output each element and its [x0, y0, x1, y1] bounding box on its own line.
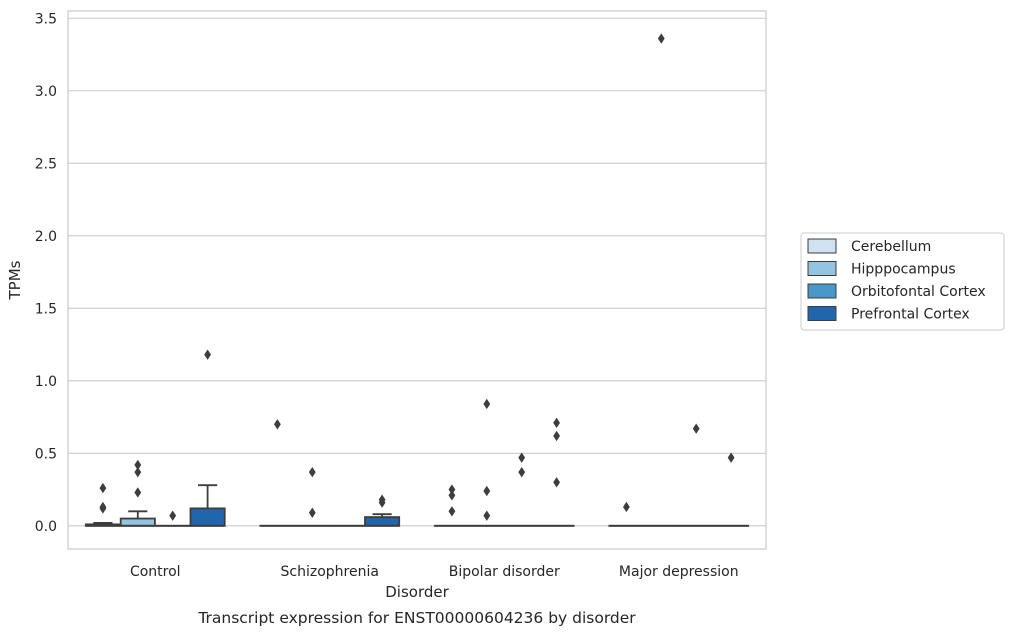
- box: [189, 507, 226, 527]
- outlier-point: [99, 482, 107, 494]
- y-axis-ticks: 0.0 0.5 1.0 1.5 2.0 2.5 3.0 3.5: [35, 11, 57, 535]
- outlier-point: [448, 484, 456, 495]
- y-tick-label: 2.5: [35, 156, 57, 172]
- x-tick-label: Bipolar disorder: [449, 564, 560, 580]
- outlier-point: [378, 494, 386, 505]
- box: [364, 516, 401, 527]
- plot-marks: [84, 33, 750, 527]
- y-tick-label: 1.5: [35, 301, 57, 317]
- outlier-point: [134, 466, 142, 478]
- outlier-point: [553, 477, 560, 488]
- box-group: [433, 484, 470, 527]
- outlier-point: [483, 398, 491, 410]
- box-group: [713, 452, 750, 527]
- outlier-point: [553, 430, 560, 442]
- outlier-point: [518, 466, 526, 478]
- y-tick-label: 3.0: [35, 84, 57, 100]
- y-axis-title: TPMs: [6, 260, 24, 300]
- x-tick-label: Control: [130, 564, 181, 580]
- outlier-point: [308, 507, 316, 518]
- outlier-point: [308, 466, 316, 478]
- x-tick-label: Schizophrenia: [281, 564, 379, 580]
- box-group: [259, 419, 296, 527]
- gridlines: [68, 17, 766, 527]
- x-axis-title: Disorder: [385, 583, 449, 601]
- outlier-point: [483, 510, 491, 521]
- outlier-point: [134, 459, 142, 471]
- outlier-point: [518, 452, 526, 463]
- box: [119, 517, 156, 527]
- outlier-point: [169, 510, 177, 521]
- box-group: [84, 482, 121, 527]
- box-group: [678, 423, 715, 527]
- legend-swatch: [807, 261, 837, 276]
- y-tick-label: 1.0: [35, 374, 57, 390]
- legend-label: Orbitofontal Cortex: [851, 284, 986, 300]
- box-group: [189, 349, 226, 527]
- y-tick-label: 0.5: [35, 446, 57, 462]
- legend-label: Prefrontal Cortex: [851, 307, 970, 323]
- box-group: [503, 452, 540, 527]
- y-tick-label: 3.5: [35, 11, 57, 27]
- outlier-point: [448, 506, 456, 517]
- outlier-point: [623, 501, 630, 513]
- legend-frame: [800, 232, 1005, 331]
- outlier-point: [134, 487, 142, 498]
- y-tick-label: 2.0: [35, 229, 57, 245]
- x-tick-label: Major depression: [619, 564, 739, 580]
- outlier-point: [692, 423, 700, 434]
- box-group: [364, 494, 401, 527]
- chart-caption: Transcript expression for ENST0000060423…: [197, 609, 636, 627]
- box-group: [643, 33, 680, 527]
- legend-swatch: [807, 283, 837, 299]
- legend-label: Hipppocampus: [851, 262, 956, 278]
- y-tick-label: 0.0: [35, 519, 57, 535]
- outlier-point: [553, 417, 560, 429]
- outlier-point: [274, 419, 281, 430]
- outlier-point: [657, 33, 665, 44]
- box-group: [538, 417, 575, 527]
- box-group: [608, 501, 645, 527]
- plot-frame: [67, 10, 767, 550]
- outlier-point: [483, 485, 491, 497]
- outlier-point: [727, 452, 735, 463]
- x-axis-ticks: Control Schizophrenia Bipolar disorder Majo…: [130, 564, 739, 580]
- legend-label: Cerebellum: [851, 239, 931, 255]
- legend: Cerebellum Hipppocampus Orbitofontal Corte…: [800, 232, 1005, 331]
- box-group: [119, 459, 156, 527]
- box-group: [468, 398, 505, 527]
- outlier-point: [448, 490, 456, 501]
- legend-swatch: [807, 306, 837, 321]
- outlier-point: [204, 349, 211, 360]
- box-group: [154, 510, 191, 527]
- outlier-point: [99, 503, 107, 514]
- box-group: [294, 466, 331, 527]
- legend-swatch: [807, 238, 837, 254]
